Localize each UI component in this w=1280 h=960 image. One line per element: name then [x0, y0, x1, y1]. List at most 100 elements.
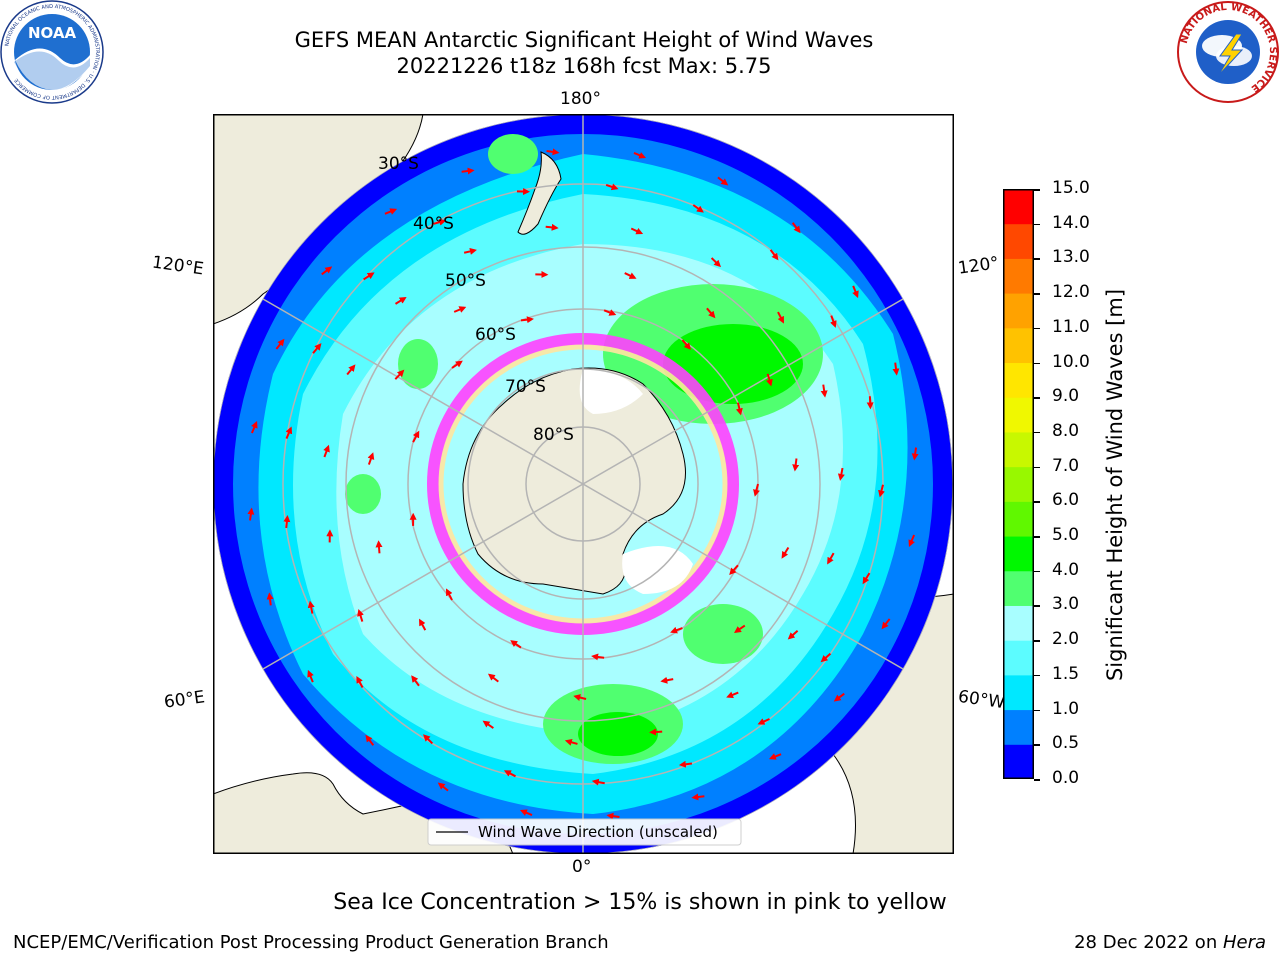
- colorbar-tick-mark: [1034, 293, 1040, 295]
- wave-direction-arrow: [375, 540, 383, 554]
- wave-direction-arrow: [446, 588, 453, 601]
- wave-direction-arrow: [630, 227, 644, 235]
- wave-direction-arrow: [546, 148, 560, 156]
- colorbar-tick-mark: [1034, 674, 1040, 677]
- lon-label-180: 180°: [560, 89, 601, 109]
- wave-direction-arrow: [591, 653, 605, 661]
- wave-direction-arrow: [266, 592, 274, 606]
- wave-direction-arrow: [726, 691, 739, 699]
- noaa-logo: NATIONAL OCEANIC AND ATMOSPHERIC ADMINIS…: [0, 0, 104, 104]
- lon-label-120e: 120°E: [150, 252, 205, 280]
- wave-direction-arrow: [820, 384, 828, 398]
- wave-direction-arrow: [545, 223, 559, 231]
- wave-direction-arrow: [670, 626, 683, 634]
- colorbar-tick-label: 12.0: [1052, 282, 1090, 303]
- colorbar-tick-mark: [1034, 466, 1040, 469]
- lat-label-40s: 40°S: [413, 214, 454, 234]
- wave-direction-arrow: [419, 618, 427, 631]
- wave-direction-arrow: [710, 257, 722, 268]
- wave-direction-arrow: [735, 402, 743, 416]
- colorbar-swatch: [1003, 293, 1034, 329]
- wave-direction-arrow: [247, 507, 255, 521]
- colorbar-swatch: [1003, 258, 1034, 294]
- colorbar-swatch: [1003, 431, 1034, 468]
- colorbar-tick-mark: [1034, 431, 1040, 434]
- wave-direction-arrow: [757, 718, 770, 725]
- wave-direction-arrow: [878, 484, 885, 498]
- wave-direction-arrow: [633, 151, 647, 159]
- footer-credit: NCEP/EMC/Verification Post Processing Pr…: [13, 932, 609, 953]
- wave-direction-arrow: [603, 309, 617, 316]
- colorbar-tick-label: 7.0: [1052, 455, 1080, 476]
- wave-direction-arrow: [911, 447, 919, 461]
- wave-direction-arrow: [365, 734, 375, 746]
- colorbar-tick-mark: [1034, 397, 1040, 399]
- colorbar-swatch: [1003, 674, 1034, 711]
- colorbar-tick-label: 10.0: [1052, 351, 1090, 372]
- wave-direction-arrow: [312, 343, 322, 354]
- colorbar-tick-mark: [1034, 362, 1040, 365]
- colorbar-tick-label: 0.5: [1052, 733, 1080, 754]
- map-title: GEFS MEAN Antarctic Significant Height o…: [294, 28, 874, 52]
- wave-direction-arrow: [482, 720, 494, 729]
- colorbar-tick-mark: [1034, 327, 1040, 330]
- colorbar-label: Significant Height of Wind Waves [m]: [1103, 288, 1127, 682]
- colorbar: [1003, 189, 1034, 779]
- wave-direction-arrow: [411, 675, 420, 687]
- colorbar-tick-label: 9.0: [1052, 386, 1080, 407]
- colorbar-tick-label: 6.0: [1052, 490, 1080, 511]
- wave-direction-arrow: [827, 552, 835, 565]
- colorbar-tick-mark: [1034, 189, 1040, 191]
- wave-direction-arrow: [681, 339, 692, 350]
- wave-direction-arrow: [787, 630, 799, 640]
- wave-direction-arrow: [768, 753, 782, 760]
- colorbar-swatch: [1003, 709, 1034, 745]
- colorbar-tick-mark: [1034, 223, 1040, 226]
- wave-direction-arrow: [573, 694, 587, 701]
- footer-date-text: 28 Dec 2022 on: [1074, 932, 1223, 953]
- wave-direction-arrow: [394, 296, 407, 305]
- wave-direction-arrow: [852, 285, 859, 299]
- wave-direction-arrow: [510, 640, 522, 649]
- lat-label-50s: 50°S: [445, 271, 486, 291]
- wave-direction-arrow: [564, 738, 578, 746]
- colorbar-tick-mark: [1034, 605, 1040, 607]
- colorbar-tick-label: 8.0: [1052, 420, 1080, 441]
- lon-label-0: 0°: [572, 857, 592, 877]
- wave-direction-arrow: [307, 669, 314, 683]
- colorbar-tick-label: 1.5: [1052, 663, 1080, 684]
- colorbar-tick-label: 5.0: [1052, 525, 1080, 546]
- wave-direction-arrow: [866, 396, 874, 410]
- wave-direction-arrow: [692, 204, 704, 213]
- wave-direction-arrow: [766, 373, 773, 387]
- wave-direction-arrow: [356, 675, 364, 688]
- lat-label-70s: 70°S: [505, 377, 546, 397]
- meridians: [262, 114, 904, 854]
- lat-label-60s: 60°S: [475, 325, 516, 345]
- wave-direction-arrow: [363, 272, 375, 281]
- colorbar-tick-label: 0.0: [1052, 768, 1080, 788]
- wave-direction-arrow: [777, 311, 784, 324]
- noaa-logo-text: NOAA: [28, 24, 77, 42]
- wave-direction-arrow: [733, 624, 746, 634]
- wave-direction-arrow: [691, 793, 705, 801]
- colorbar-swatch: [1003, 536, 1034, 572]
- colorbar-swatch: [1003, 223, 1034, 259]
- colorbar-tick-label: 4.0: [1052, 559, 1080, 580]
- colorbar-swatch: [1003, 397, 1034, 433]
- wave-direction-arrow: [729, 564, 739, 576]
- legend-label: Wind Wave Direction (unscaled): [478, 823, 718, 841]
- wave-direction-arrow: [892, 362, 900, 376]
- colorbar-tick-label: 14.0: [1052, 212, 1090, 233]
- colorbar-swatch: [1003, 605, 1034, 641]
- wave-direction-arrow: [346, 364, 356, 376]
- lat-label-80s: 80°S: [533, 425, 574, 445]
- land-new-zealand: [517, 151, 562, 235]
- wave-direction-arrow: [323, 444, 330, 458]
- land-antarctica: [462, 367, 686, 595]
- wave-direction-arrow: [357, 609, 364, 622]
- colorbar-swatch: [1003, 501, 1034, 537]
- wave-direction-arrow: [367, 452, 375, 465]
- colorbar-tick-mark: [1034, 640, 1040, 642]
- colorbar-tick-mark: [1034, 709, 1040, 712]
